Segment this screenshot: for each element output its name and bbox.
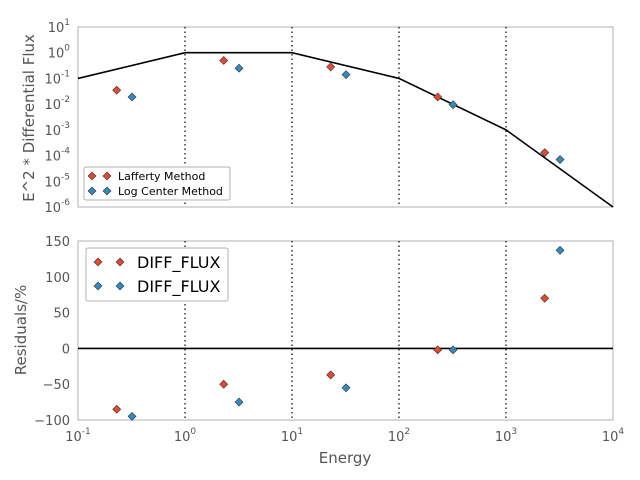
top-series-0-point-2	[326, 62, 336, 72]
top-legend-marker-b-1	[102, 186, 112, 196]
bottom-y-tick-2: 50	[53, 307, 70, 322]
top-series-0-point-4	[540, 148, 550, 158]
bottom-y-tick-3: 0	[62, 342, 70, 357]
bottom-x-tick-2: 101	[281, 427, 303, 445]
top-y-tick-3: 10-2	[44, 95, 70, 113]
bottom-y-tick-1: 100	[45, 271, 70, 286]
bottom-legend-label-0: DIFF_FLUX	[137, 253, 220, 273]
top-legend-marker-b-0	[102, 171, 112, 181]
bottom-legend-marker-a-0	[93, 257, 103, 267]
x-axis-label: Energy	[319, 449, 372, 467]
bottom-x-tick-3: 102	[388, 427, 410, 445]
top-y-tick-1: 100	[48, 44, 71, 62]
top-legend-label-0: Lafferty Method	[118, 170, 205, 183]
top-y-tick-6: 10-5	[44, 172, 70, 190]
top-series-0-point-3	[433, 92, 443, 102]
top-legend-box	[83, 166, 231, 201]
top-series-1-point-2	[341, 70, 351, 80]
top-legend-marker-a-1	[87, 186, 97, 196]
bottom-series-0-point-2	[326, 370, 336, 380]
bottom-y-tick-4: −50	[43, 378, 70, 393]
bottom-legend-marker-b-1	[115, 281, 125, 291]
bottom-y-tick-5: −100	[34, 414, 70, 429]
bottom-y-tick-0: 150	[45, 235, 70, 250]
top-series-0-point-0	[112, 85, 122, 95]
top-y-tick-5: 10-4	[44, 147, 70, 165]
top-y-tick-7: 10-6	[44, 198, 70, 216]
bottom-legend-marker-a-1	[93, 281, 103, 291]
top-y-tick-0: 101	[48, 18, 70, 36]
bottom-legend-marker-b-0	[115, 257, 125, 267]
bottom-legend-label-1: DIFF_FLUX	[137, 277, 220, 297]
bottom-series-1-point-3	[448, 345, 458, 355]
top-panel: 101 100 10-1 10-2 10-3 10-4 10-5 10-6 Lafferty M…	[44, 18, 614, 216]
bottom-series-0-point-3	[433, 345, 443, 355]
top-legend: Lafferty Method Log Center Method	[83, 166, 231, 201]
bottom-x-tick-1: 100	[174, 427, 197, 445]
bottom-series-1-point-2	[341, 383, 351, 393]
top-series-1-point-0	[127, 92, 137, 102]
bottom-legend: DIFF_FLUX DIFF_FLUX	[85, 247, 229, 302]
top-series-1-point-1	[234, 63, 244, 73]
top-y-axis-label: E^2 * Differential Flux	[20, 34, 38, 202]
top-y-tick-4: 10-3	[44, 121, 70, 139]
top-legend-marker-a-0	[87, 171, 97, 181]
bottom-y-axis-label: Residuals/%	[12, 285, 30, 375]
bottom-series-1-point-1	[234, 397, 244, 407]
bottom-x-tick-5: 104	[602, 427, 625, 445]
bottom-series-1-point-4	[555, 245, 565, 255]
top-model-line	[77, 51, 614, 208]
top-series-1-point-4	[555, 155, 565, 164]
bottom-series-0-point-0	[112, 404, 122, 414]
top-y-tick-2: 10-1	[44, 69, 70, 87]
bottom-series-0-point-4	[540, 293, 550, 303]
top-series-0-point-1	[219, 56, 229, 65]
bottom-series-0-point-1	[219, 379, 229, 389]
top-series-1-point-3	[448, 100, 458, 110]
bottom-x-tick-4: 103	[495, 427, 517, 445]
bottom-series-1-point-0	[127, 411, 137, 421]
bottom-x-tick-0: 10-1	[65, 427, 91, 445]
top-legend-label-1: Log Center Method	[118, 185, 223, 198]
